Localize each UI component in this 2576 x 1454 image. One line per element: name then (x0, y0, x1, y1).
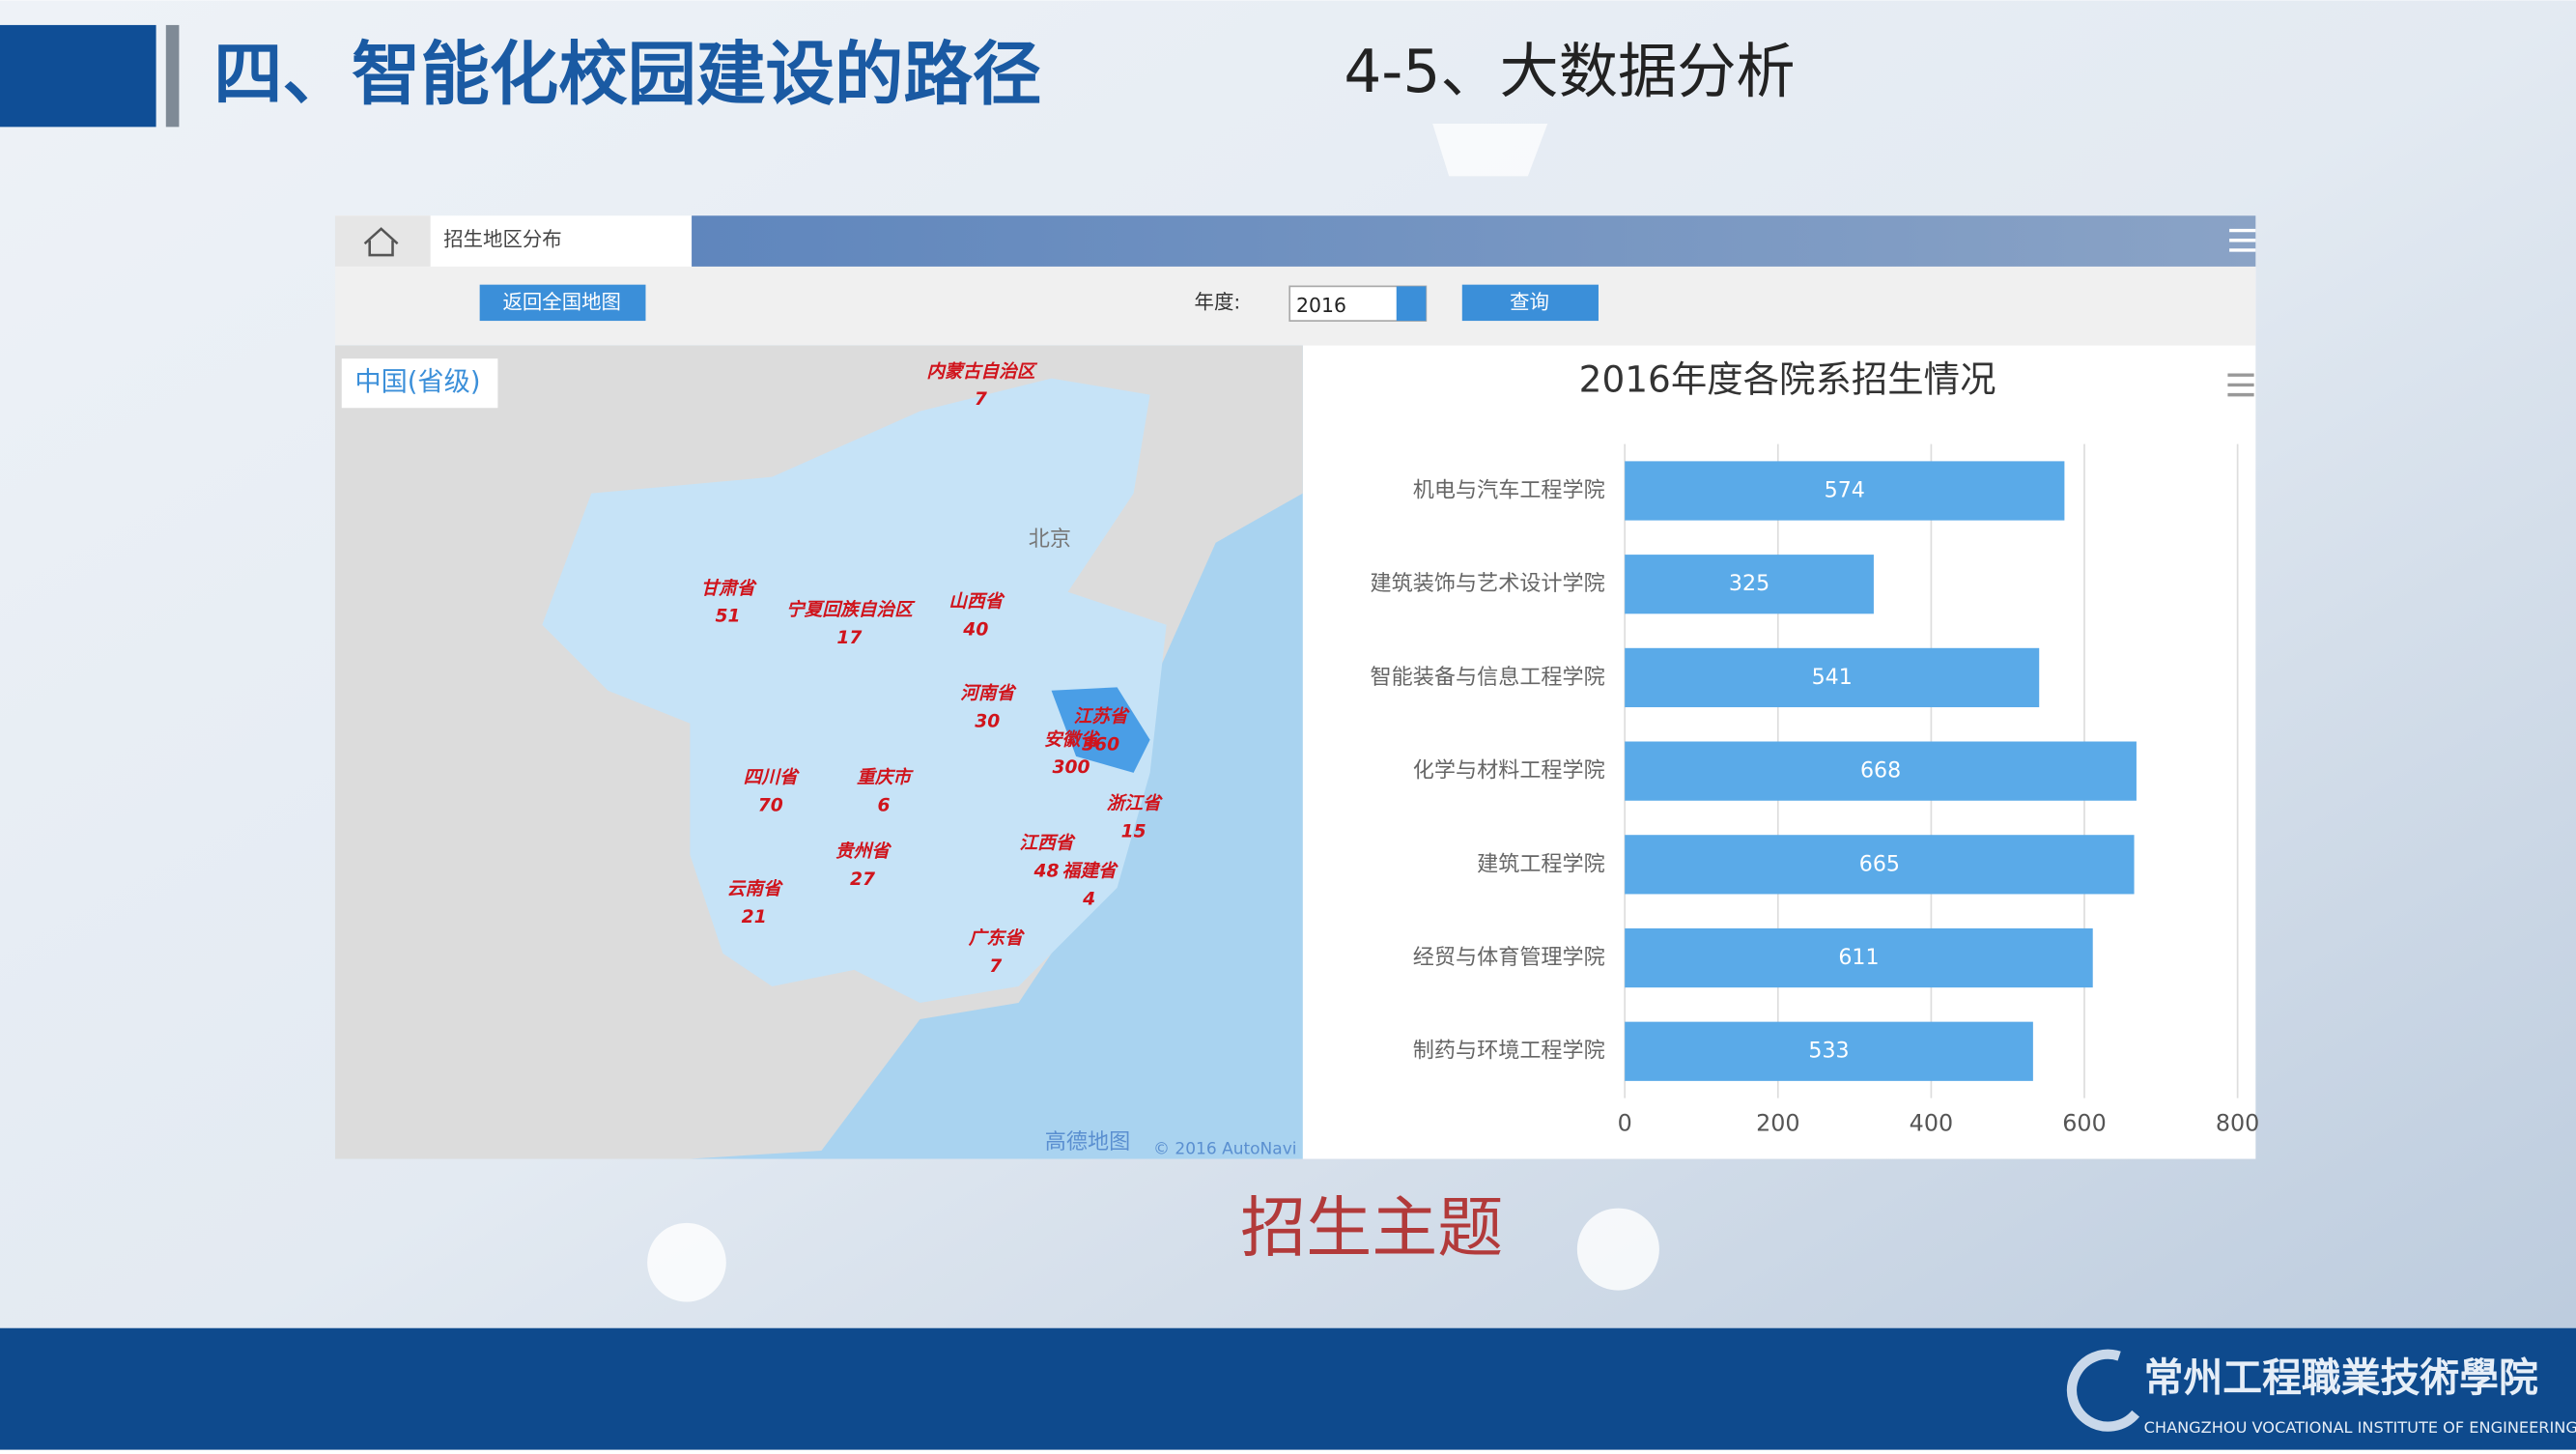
province-count: 300 (1052, 757, 1090, 778)
x-tick-label: 0 (1618, 1109, 1632, 1136)
bar (1625, 835, 2135, 895)
province-name: 甘肃省 (700, 578, 756, 599)
province-name: 浙江省 (1107, 793, 1163, 814)
province-name: 内蒙古自治区 (926, 360, 1037, 382)
back-button-label[interactable]: 返回全国地图 (502, 290, 620, 313)
header-title: 四、智能化校园建设的路径 (213, 35, 1041, 115)
x-tick-label: 600 (2062, 1109, 2106, 1136)
ball-icon (1576, 1208, 1659, 1291)
school-logo (2066, 1349, 2140, 1432)
province-name: 广东省 (969, 927, 1025, 949)
x-tick-label: 400 (1910, 1109, 1953, 1136)
china-provinces (542, 378, 1167, 1003)
province-count: 15 (1121, 822, 1146, 842)
value-label: 574 (1825, 478, 1865, 503)
query-button-label[interactable]: 查询 (1510, 290, 1549, 313)
bar (1625, 461, 2065, 521)
y-tick-label: 化学与材料工程学院 (1413, 758, 1605, 784)
cup-icon (647, 1222, 726, 1302)
province-count: 17 (836, 628, 862, 648)
value-label: 541 (1812, 665, 1853, 690)
map-copyright: © 2016 AutoNavi (1153, 1139, 1296, 1158)
province-name: 重庆市 (857, 766, 914, 787)
header-subtitle: 4-5、大数据分析 (1344, 38, 1795, 106)
value-label: 611 (1838, 945, 1879, 970)
highlight-province (1051, 687, 1150, 773)
year-select-arrow[interactable] (1396, 286, 1427, 322)
bar (1625, 1021, 2033, 1081)
capital-label: 北京 (1029, 527, 1071, 552)
province-count: 6 (878, 795, 891, 815)
province-count: 70 (758, 795, 783, 815)
home-icon (363, 227, 399, 257)
province-name: 贵州省 (835, 841, 892, 862)
year-label: 年度: (1195, 290, 1241, 313)
header-divider (165, 24, 180, 128)
province-count: 7 (975, 389, 987, 410)
bar (1625, 647, 2040, 708)
x-tick-label: 200 (1756, 1109, 1799, 1136)
province-name: 云南省 (727, 878, 783, 899)
top-bar (692, 215, 2256, 267)
school-name: 常州工程職業技術學院 (2144, 1354, 2538, 1401)
province-name: 宁夏回族自治区 (786, 599, 916, 620)
province-count: 360 (1082, 734, 1119, 755)
x-tick-label: 800 (2216, 1109, 2259, 1136)
value-label: 665 (1859, 851, 1900, 876)
map-labels: 内蒙古自治区 7 甘肃省 51 宁夏回族自治区 17 山西省 40 河南省 30 江苏省 360安徽省… (700, 360, 1162, 977)
province-name: 山西省 (948, 590, 1005, 612)
footer (0, 1327, 2576, 1450)
province-name: 河南省 (960, 683, 1016, 704)
y-tick-label: 经贸与体育管理学院 (1413, 945, 1605, 970)
back-button[interactable] (479, 284, 646, 322)
value-label: 325 (1729, 571, 1769, 596)
province-count: 40 (962, 619, 988, 640)
school-name-en: CHANGZHOU VOCATIONAL INSTITUTE OF ENGINE… (2144, 1418, 2576, 1437)
province-name: 江苏省 (1074, 705, 1130, 727)
map-level: 中国(省级) (354, 367, 480, 397)
province-count: 4 (1082, 889, 1095, 909)
header-block (0, 24, 156, 128)
value-label: 668 (1860, 758, 1901, 784)
province-count: 21 (742, 907, 767, 927)
bar (1625, 555, 1874, 614)
map-attribution: 高德地图 (1045, 1129, 1130, 1155)
bar (1625, 927, 2093, 988)
tab-label[interactable]: 招生地区分布 (443, 228, 561, 251)
caption: 招生主题 (1240, 1191, 1503, 1268)
y-tick-label: 制药与环境工程学院 (1413, 1039, 1605, 1064)
y-tick-label: 建筑装饰与艺术设计学院 (1371, 571, 1605, 596)
province-count: 30 (975, 712, 1000, 732)
y-tick-label: 机电与汽车工程学院 (1413, 478, 1605, 503)
province-name: 安徽省 (1044, 728, 1100, 750)
cart-icon (1432, 123, 1548, 177)
bar-chart: 2016年度各院系招生情况 0 200 400 600 800 机电与汽车工程学院 574 建… (1371, 358, 2260, 1137)
y-tick-label: 智能装备与信息工程学院 (1371, 665, 1605, 690)
value-label: 533 (1808, 1039, 1849, 1064)
y-tick-label: 建筑工程学院 (1477, 851, 1605, 876)
province-count: 27 (850, 870, 875, 890)
map-level-badge (341, 358, 498, 409)
bar (1625, 741, 2137, 801)
map: 中国(省级) 北京 高德地图 © 2016 AutoNavi (334, 345, 1303, 1159)
province-name: 江西省 (1019, 832, 1075, 853)
province-name: 福建省 (1062, 860, 1118, 881)
chart-menu[interactable] (2227, 373, 2254, 397)
province-count: 7 (989, 956, 1002, 977)
province-count: 51 (715, 607, 740, 627)
home-tab[interactable] (334, 215, 431, 267)
year-value[interactable]: 2016 (1296, 294, 1346, 317)
chart-title: 2016年度各院系招生情况 (1579, 358, 1996, 401)
province-count: 48 (1033, 861, 1059, 881)
menu-icon[interactable] (2229, 228, 2256, 252)
province-name: 四川省 (744, 766, 800, 787)
query-button[interactable] (1461, 284, 1599, 322)
